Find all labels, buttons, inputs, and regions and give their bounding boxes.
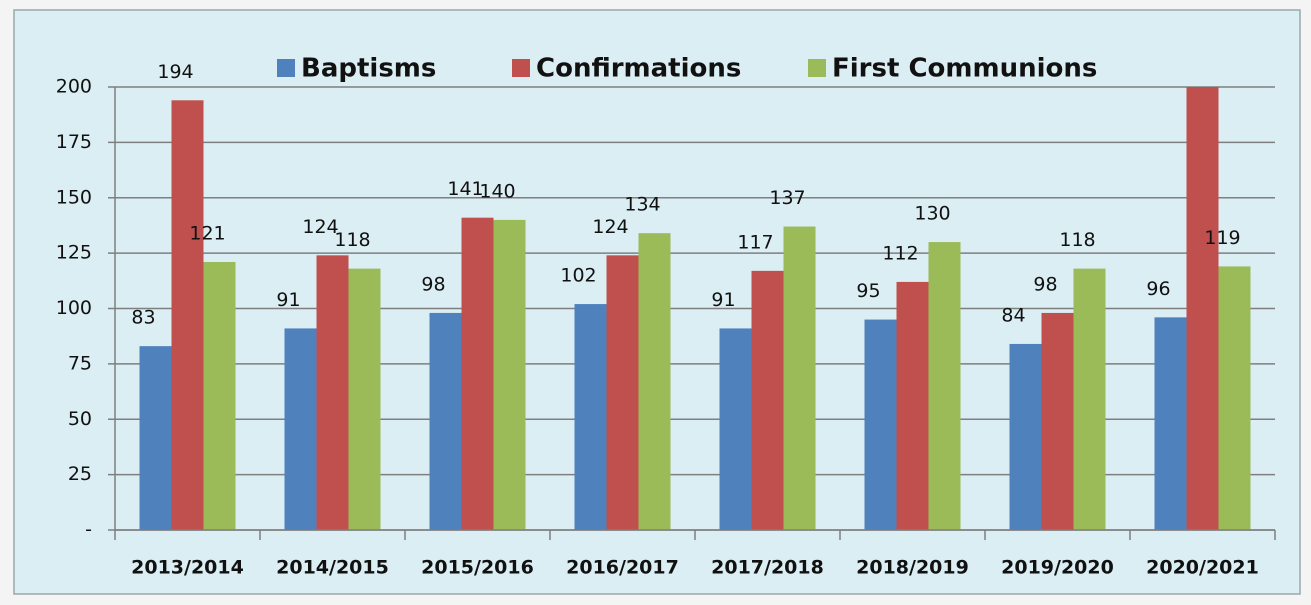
data-label: 84 [1001,304,1025,326]
bar [1186,87,1219,530]
bar [864,319,897,530]
bar [171,100,204,530]
data-label: 91 [276,289,300,311]
bar [1154,317,1187,530]
x-tick-label: 2017/2018 [711,557,824,579]
bar [574,304,607,530]
data-label: 117 [737,231,773,253]
bar [1041,312,1074,530]
legend-label: First Communions [832,54,1097,84]
bar [348,268,381,530]
data-label: 102 [560,265,596,287]
data-label: 140 [479,180,515,202]
bar [1073,268,1106,530]
y-tick-label: 50 [68,408,92,430]
bar [928,242,961,531]
data-label: 98 [421,273,445,295]
x-tick-label: 2016/2017 [566,557,679,579]
data-label: 83 [131,307,155,329]
x-tick-label: 2018/2019 [856,557,969,579]
data-label: 118 [334,229,370,251]
bar [719,328,752,530]
data-label: 134 [624,194,660,216]
bar [638,233,671,530]
bar [606,255,639,530]
bar [139,346,172,530]
x-tick-label: 2015/2016 [421,557,534,579]
y-tick-label: 125 [56,242,92,264]
bar [1218,266,1251,530]
data-label: 130 [914,203,950,225]
bar [203,261,236,530]
data-label: 137 [769,187,805,209]
y-tick-label: 100 [56,297,92,319]
bar [751,270,784,530]
y-tick-label: 200 [56,76,92,98]
y-tick-label: 150 [56,186,92,208]
bar [429,312,462,530]
y-tick-label: 75 [68,352,92,374]
data-label: 194 [157,61,193,83]
bar [1009,343,1042,530]
bar [493,219,526,530]
data-label: 121 [189,222,225,244]
data-label: 95 [856,280,880,302]
y-tick-label: - [85,519,92,541]
data-label: 96 [1146,278,1170,300]
bar [783,226,816,531]
bar [316,255,349,530]
data-label: 119 [1204,227,1240,249]
bar [461,217,494,530]
data-label: 124 [302,216,338,238]
legend-swatch [512,59,530,77]
x-tick-label: 2020/2021 [1146,557,1259,579]
y-tick-label: 25 [68,463,92,485]
data-label: 118 [1059,229,1095,251]
x-tick-label: 2013/2014 [131,557,244,579]
legend-label: Confirmations [536,54,741,84]
data-label: 112 [882,242,918,264]
legend-swatch [808,59,826,77]
bar [896,281,929,530]
y-tick-label: 175 [56,131,92,153]
data-label: 124 [592,216,628,238]
bar [284,328,317,530]
legend-label: Baptisms [301,54,436,84]
legend-swatch [277,59,295,77]
x-tick-label: 2019/2020 [1001,557,1114,579]
x-tick-label: 2014/2015 [276,557,389,579]
data-label: 91 [711,289,735,311]
data-label: 98 [1033,273,1057,295]
data-label: 141 [447,178,483,200]
